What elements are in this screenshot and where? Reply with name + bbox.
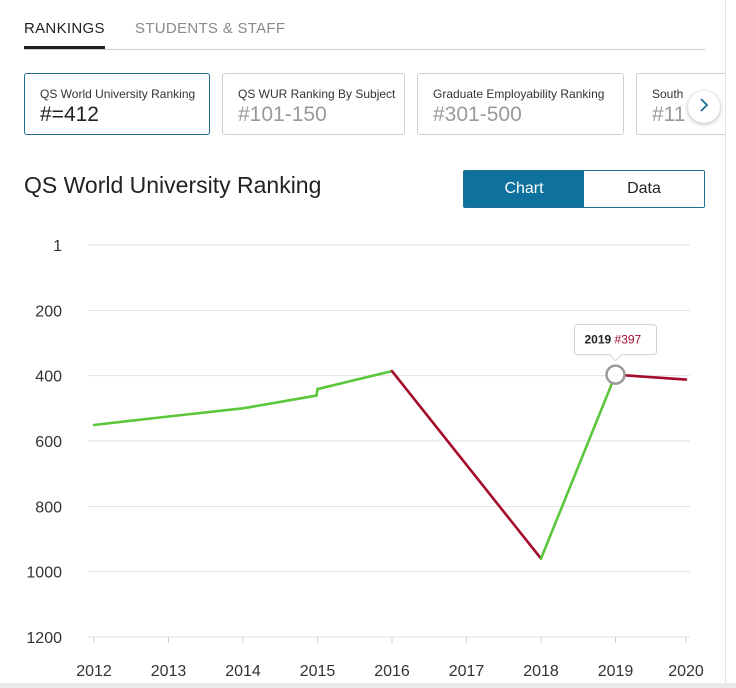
bottom-divider: [0, 683, 736, 688]
ranking-card-world[interactable]: QS World University Ranking #=412: [24, 73, 210, 135]
card-value: #=412: [40, 103, 99, 126]
card-label: QS World University Ranking: [40, 87, 196, 101]
series-segment: [92, 415, 170, 427]
tab-rankings[interactable]: RANKINGS: [24, 20, 105, 37]
data-view-button[interactable]: Data: [584, 171, 704, 207]
x-tick-label: 2012: [76, 663, 112, 680]
y-tick-label: 1: [53, 238, 62, 255]
y-tick-label: 800: [35, 499, 62, 516]
y-tick-label: 200: [35, 303, 62, 320]
active-tab-indicator: [24, 46, 105, 49]
page-title: QS World University Ranking: [24, 172, 322, 198]
y-tick-label: 600: [35, 434, 62, 451]
series-segment: [390, 369, 543, 560]
y-tick-label: 1000: [26, 565, 62, 582]
series-segment: [241, 394, 318, 410]
right-divider: [725, 0, 726, 688]
tab-bar: RANKINGS STUDENTS & STAFF: [24, 0, 705, 50]
x-tick-label: 2013: [151, 663, 187, 680]
x-tick-label: 2019: [598, 663, 634, 680]
card-label: Graduate Employability Ranking: [433, 87, 605, 101]
chevron-right-icon: [698, 97, 710, 117]
x-tick-label: 2017: [449, 663, 485, 680]
tooltip-text: 2019 #397: [585, 333, 642, 347]
series-segment: [167, 407, 245, 418]
tooltip-pointer: [609, 354, 622, 362]
tooltip-year: 2019: [585, 333, 615, 347]
chart-view-button[interactable]: Chart: [464, 171, 584, 207]
series-segment: [614, 373, 688, 381]
card-value: #301-500: [433, 103, 522, 126]
x-tick-label: 2018: [523, 663, 559, 680]
ranking-card-subject[interactable]: QS WUR Ranking By Subject #101-150: [222, 73, 405, 135]
x-tick-label: 2015: [300, 663, 336, 680]
y-tick-label: 400: [35, 369, 62, 386]
x-tick-label: 2014: [225, 663, 261, 680]
y-tick-label: 1200: [26, 630, 62, 647]
series-segment: [539, 373, 617, 560]
tooltip-rank: #397: [615, 333, 642, 347]
x-tick-label: 2016: [374, 663, 410, 680]
x-tick-label: 2020: [668, 663, 704, 680]
card-value: #11: [652, 103, 686, 126]
card-value: #101-150: [238, 103, 327, 126]
view-toggle: Chart Data: [463, 170, 705, 208]
highlight-point: [605, 364, 626, 385]
series-segment: [316, 369, 394, 391]
next-cards-button[interactable]: [688, 91, 720, 123]
card-label: South: [652, 87, 684, 101]
tab-students-staff[interactable]: STUDENTS & STAFF: [135, 20, 286, 37]
card-label: QS WUR Ranking By Subject: [238, 87, 396, 101]
ranking-card-south[interactable]: South #11: [636, 73, 725, 135]
ranking-card-employability[interactable]: Graduate Employability Ranking #301-500: [417, 73, 624, 135]
